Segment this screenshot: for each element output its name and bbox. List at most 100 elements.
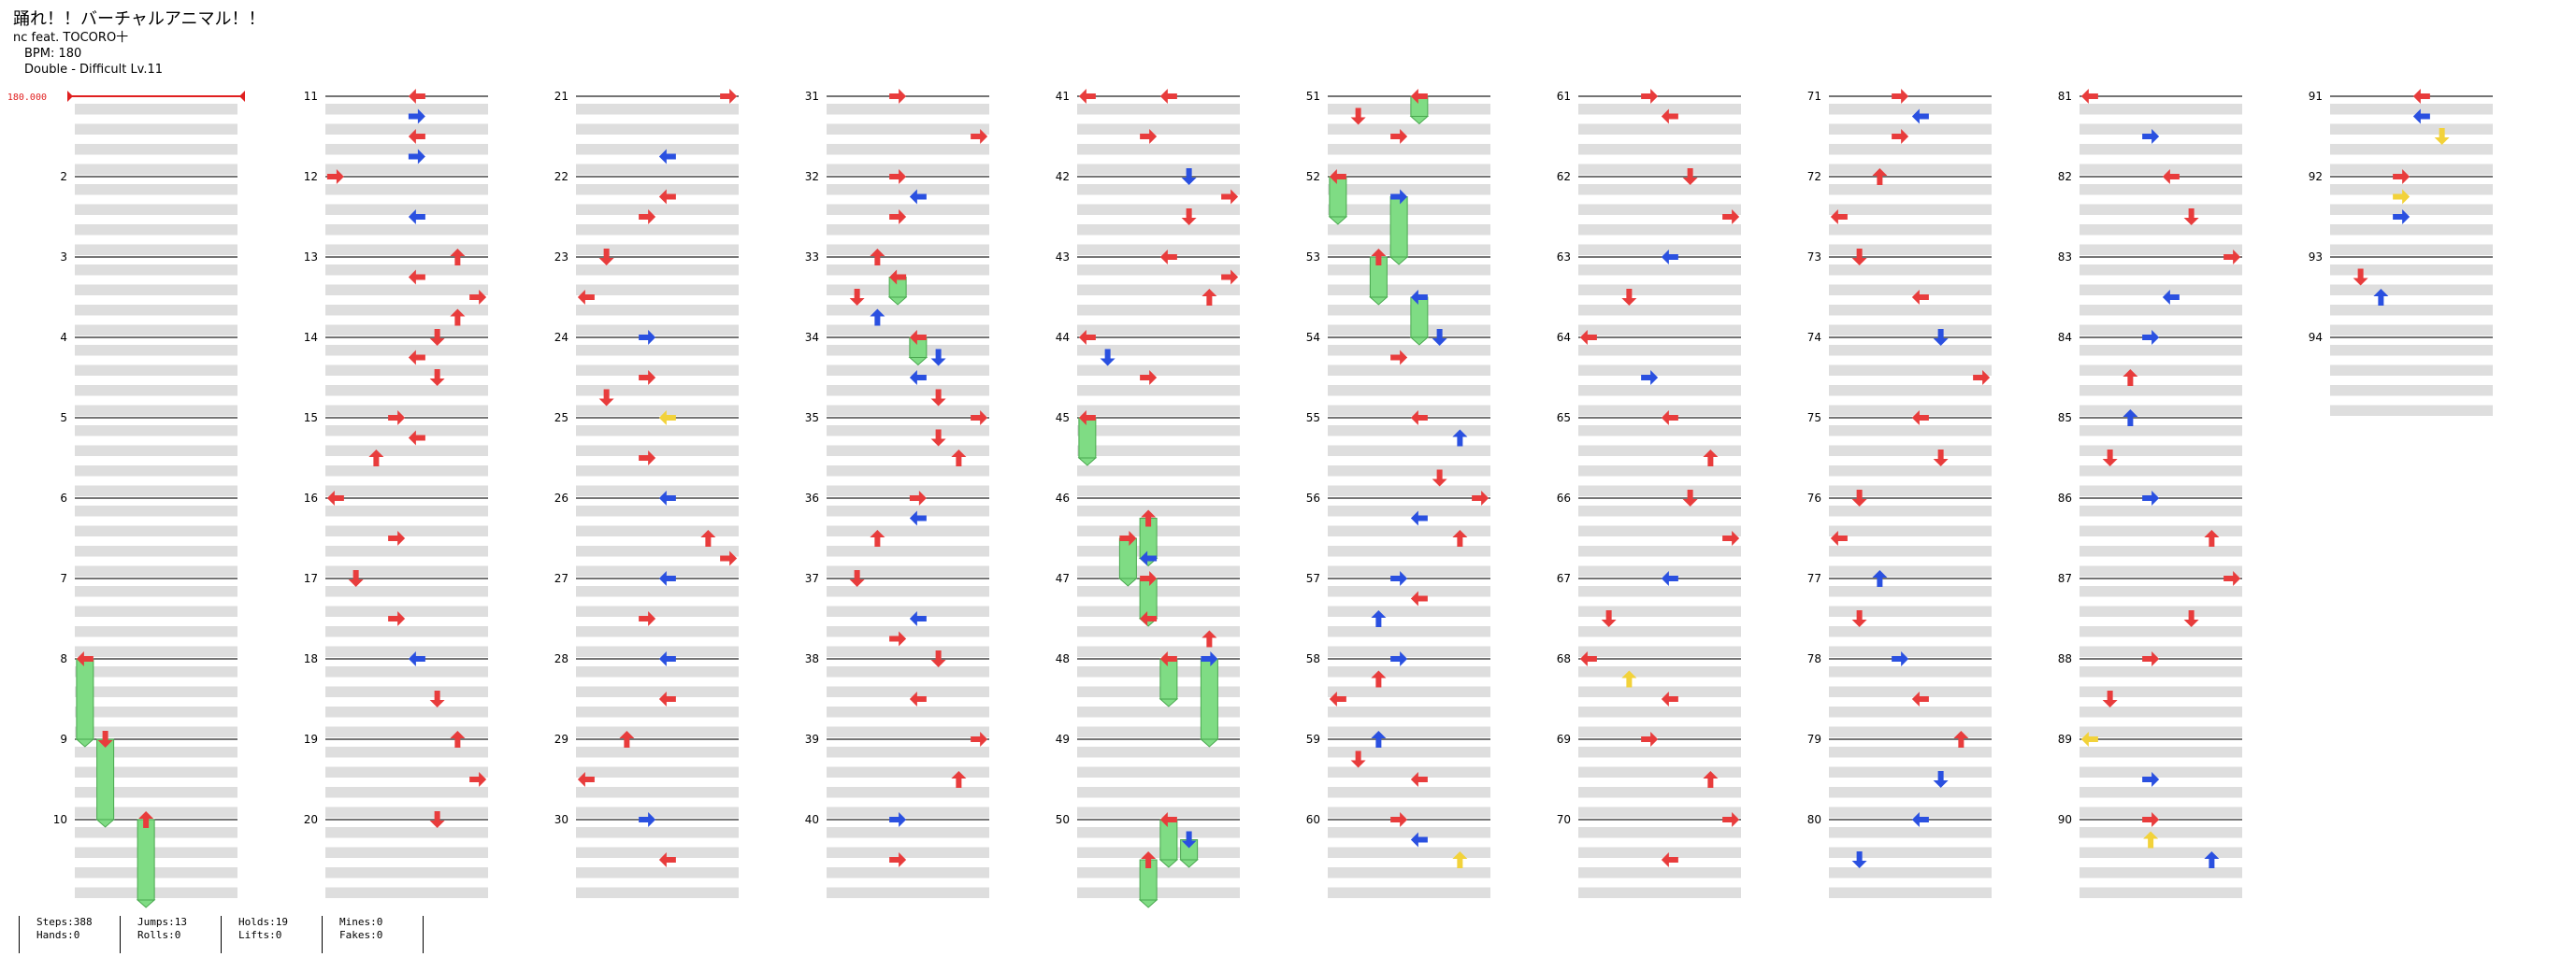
step-arrow-shape — [2162, 169, 2180, 184]
beat-band — [827, 707, 989, 718]
beat-band — [325, 345, 488, 356]
step-arrow-shape — [1181, 831, 1197, 849]
beat-band — [1328, 123, 1490, 135]
step-arrow-shape — [1329, 692, 1346, 707]
beat-band — [827, 807, 989, 818]
beat-band — [576, 485, 739, 496]
beat-band — [75, 284, 237, 295]
beat-band — [1328, 565, 1490, 577]
measure-number: 2 — [60, 170, 67, 183]
beat-band — [2080, 766, 2242, 778]
step-arrow-shape — [2080, 89, 2098, 104]
hold-tail — [75, 738, 95, 748]
stat-fakes: Fakes:0 — [339, 929, 383, 941]
step-arrow-shape — [1851, 490, 1867, 507]
step-arrow-shape — [429, 329, 445, 346]
hold-tail — [1409, 336, 1430, 346]
measure-number: 89 — [2058, 733, 2072, 746]
beat-band — [2080, 666, 2242, 678]
step-arrow-shape — [2142, 772, 2160, 787]
step-arrow — [388, 611, 406, 626]
beat-band — [1829, 305, 1992, 316]
step-arrow-shape — [1141, 509, 1157, 527]
beat-band — [827, 385, 989, 396]
step-arrow-shape — [2434, 128, 2450, 145]
beat-band — [325, 807, 488, 818]
step-arrow — [2373, 289, 2389, 306]
beat-band — [1077, 787, 1240, 798]
beat-band — [2080, 646, 2242, 657]
beat-band — [1077, 847, 1240, 858]
bpm-marker-label: 180.000 — [7, 93, 47, 103]
measure-number: 32 — [805, 170, 819, 183]
beat-band — [325, 123, 488, 135]
beat-band — [1328, 104, 1490, 115]
step-arrow — [2393, 169, 2411, 184]
measure-number: 69 — [1557, 733, 1571, 746]
step-arrow — [76, 651, 94, 666]
step-arrow-shape — [889, 209, 907, 224]
step-arrow — [1953, 731, 1969, 748]
beat-band — [1328, 364, 1490, 376]
beat-band — [1578, 305, 1741, 316]
step-arrow — [1078, 330, 1096, 345]
beat-band — [1578, 164, 1741, 175]
beat-band — [75, 766, 237, 778]
beat-band — [1077, 707, 1240, 718]
beat-band — [1328, 586, 1490, 597]
step-arrow-shape — [909, 692, 927, 707]
step-arrow-shape — [1851, 851, 1867, 868]
step-arrow — [951, 771, 967, 788]
measure-number: 45 — [1056, 411, 1070, 424]
measure-number: 56 — [1306, 492, 1320, 505]
beat-band — [1578, 345, 1741, 356]
beat-band — [325, 485, 488, 496]
beat-band — [576, 827, 739, 838]
beat-band — [75, 626, 237, 637]
step-arrow-shape — [598, 249, 614, 265]
beat-band — [75, 184, 237, 195]
step-arrow-shape — [1390, 129, 1408, 144]
beat-band — [1328, 807, 1490, 818]
hold-body — [96, 738, 115, 821]
step-arrow — [1911, 108, 1929, 124]
step-arrow — [951, 450, 967, 466]
beat-band — [1578, 244, 1741, 255]
beat-band — [827, 887, 989, 898]
beat-band — [1578, 646, 1741, 657]
beat-band — [1829, 164, 1992, 175]
measure-number: 76 — [1807, 492, 1821, 505]
beat-band — [2330, 284, 2493, 295]
hold-tail — [1389, 256, 1409, 265]
beat-band — [1328, 747, 1490, 758]
beat-band — [827, 565, 989, 577]
beat-band — [1578, 104, 1741, 115]
step-arrow-shape — [1140, 370, 1158, 385]
measure-number: 8 — [60, 652, 67, 665]
step-arrow-shape — [2393, 209, 2411, 224]
stat-mines: Mines:0 — [339, 916, 383, 928]
measure-number: 83 — [2058, 250, 2072, 264]
beat-band — [2080, 284, 2242, 295]
step-arrow-shape — [76, 651, 94, 666]
beat-band — [1578, 264, 1741, 276]
song-title: 踊れ！！バーチャルアニマル！！ — [13, 9, 266, 29]
hold-body — [1118, 537, 1137, 579]
beat-band — [2080, 224, 2242, 236]
beat-band — [325, 324, 488, 336]
beat-band — [576, 264, 739, 276]
beat-band — [1829, 827, 1992, 838]
beat-band — [2330, 244, 2493, 255]
beat-band — [75, 104, 237, 115]
beat-band — [1829, 867, 1992, 878]
beat-band — [827, 506, 989, 517]
beat-band — [1077, 184, 1240, 195]
beat-band — [576, 284, 739, 295]
step-arrow-shape — [889, 269, 907, 285]
measure-number: 86 — [2058, 492, 2072, 505]
step-arrow — [2223, 571, 2241, 586]
beat-band — [2330, 144, 2493, 155]
step-arrow-shape — [408, 209, 425, 224]
measure-number: 6 — [60, 492, 67, 505]
measure-number: 48 — [1056, 652, 1070, 665]
